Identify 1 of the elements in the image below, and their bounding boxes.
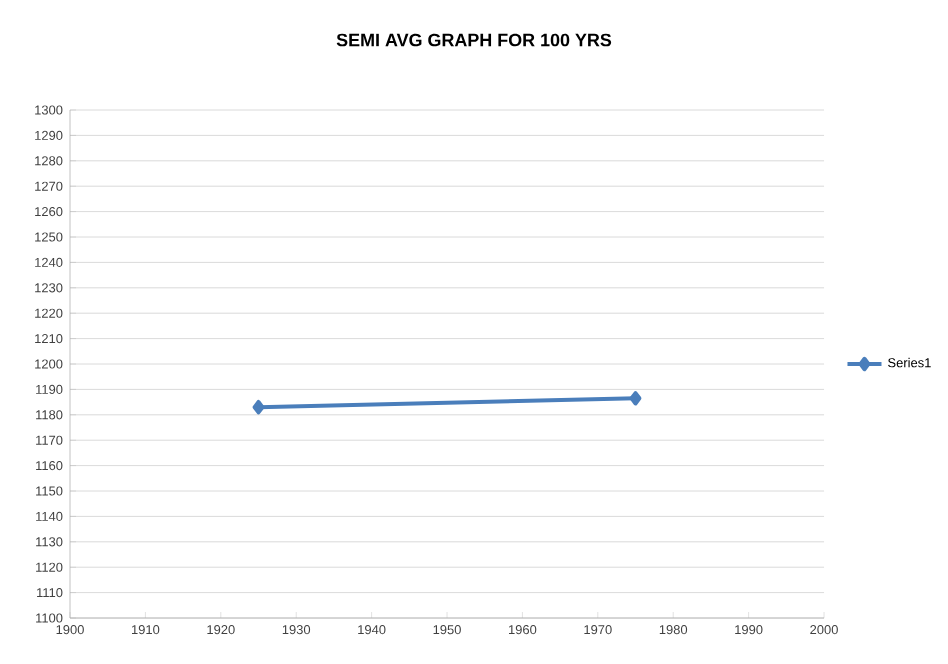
chart-title: SEMI AVG GRAPH FOR 100 YRS	[336, 33, 612, 47]
